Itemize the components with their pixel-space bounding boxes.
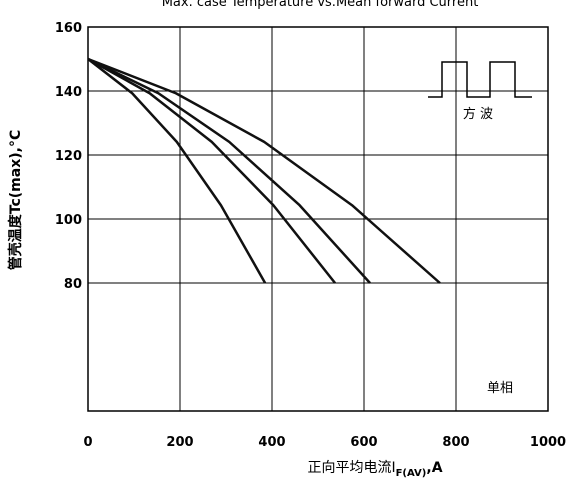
x-tick-label: 0 xyxy=(83,435,92,450)
x-tick-label: 200 xyxy=(166,435,193,450)
x-label-sub: F(AV) xyxy=(396,468,427,479)
y-tick-label: 160 xyxy=(55,21,82,36)
x-label-suffix: ,A xyxy=(426,460,442,476)
curve xyxy=(87,57,371,284)
curve xyxy=(87,58,267,284)
y-axis-label: 管壳温度Tc(max),°C xyxy=(7,130,24,270)
inset-label: 方 波 xyxy=(463,106,493,122)
x-tick-label: 800 xyxy=(442,435,469,450)
curve xyxy=(87,57,336,284)
chart-title: Max. case Temperature vs.Mean forward Cu… xyxy=(162,0,479,10)
x-tick-label: 400 xyxy=(258,435,285,450)
y-tick-label: 80 xyxy=(64,277,82,292)
curve xyxy=(87,57,441,284)
annotation: 单相 xyxy=(487,381,513,396)
y-tick-label: 120 xyxy=(55,149,82,164)
y-tick-label: 140 xyxy=(55,85,82,100)
y-tick-label: 100 xyxy=(55,213,82,228)
square-wave-icon xyxy=(428,61,532,98)
x-axis-label: 正向平均电流IF(AV),A xyxy=(307,460,442,479)
x-tick-label: 600 xyxy=(350,435,377,450)
x-label-text: 正向平均电流I xyxy=(307,460,395,476)
x-tick-label: 1000 xyxy=(530,435,566,450)
